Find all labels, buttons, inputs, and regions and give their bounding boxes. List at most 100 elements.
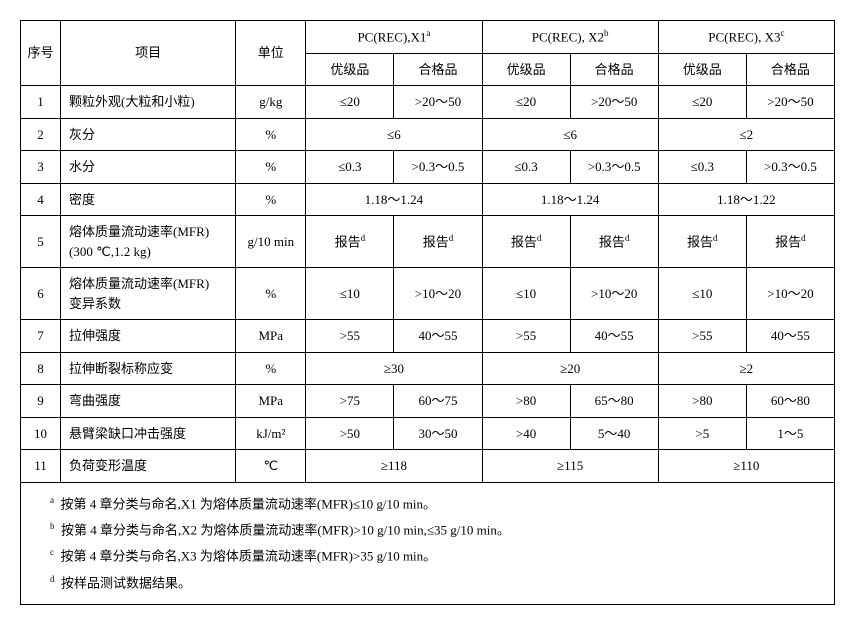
cell-unit: kJ/m² (236, 417, 306, 450)
cell-seq: 4 (21, 183, 61, 216)
table-row: 9 弯曲强度 MPa >75 60～75 >80 65～80 >80 60～80 (21, 385, 835, 418)
cell-value: 5～40 (570, 417, 658, 450)
cell-value: 30～50 (394, 417, 482, 450)
table-row: 7 拉伸强度 MPa >55 40～55 >55 40～55 >55 40～55 (21, 320, 835, 353)
cell-value: >55 (482, 320, 570, 353)
cell-seq: 1 (21, 86, 61, 119)
cell-value: ≤0.3 (658, 151, 746, 184)
cell-unit: MPa (236, 385, 306, 418)
cell-value: 报告d (482, 216, 570, 268)
cell-value: ≥30 (306, 352, 482, 385)
table-row: 11 负荷变形温度 ℃ ≥118 ≥115 ≥110 (21, 450, 835, 483)
cell-value: ≥118 (306, 450, 482, 483)
cell-value: 1.18～1.24 (482, 183, 658, 216)
cell-unit: ℃ (236, 450, 306, 483)
header-seq: 序号 (21, 21, 61, 86)
cell-value: >5 (658, 417, 746, 450)
cell-value: 报告d (570, 216, 658, 268)
cell-value: 40～55 (746, 320, 834, 353)
cell-unit: MPa (236, 320, 306, 353)
header-group-x3: PC(REC), X3c (658, 21, 834, 54)
header-x3-qual: 合格品 (746, 53, 834, 86)
table-row: 3 水分 % ≤0.3 >0.3～0.5 ≤0.3 >0.3～0.5 ≤0.3 … (21, 151, 835, 184)
cell-value: ≤10 (658, 268, 746, 320)
cell-value: >10～20 (570, 268, 658, 320)
cell-unit: % (236, 268, 306, 320)
cell-value: >55 (658, 320, 746, 353)
table-row: 8 拉伸断裂标称应变 % ≥30 ≥20 ≥2 (21, 352, 835, 385)
cell-value: 60～80 (746, 385, 834, 418)
cell-value: >55 (306, 320, 394, 353)
cell-item: 拉伸断裂标称应变 (61, 352, 236, 385)
spec-table-container: 序号 项目 单位 PC(REC),X1a PC(REC), X2b PC(REC… (20, 20, 835, 605)
cell-seq: 11 (21, 450, 61, 483)
header-row-1: 序号 项目 单位 PC(REC),X1a PC(REC), X2b PC(REC… (21, 21, 835, 54)
cell-item: 负荷变形温度 (61, 450, 236, 483)
cell-value: ≥115 (482, 450, 658, 483)
cell-value: >0.3～0.5 (394, 151, 482, 184)
cell-unit: g/kg (236, 86, 306, 119)
cell-unit: % (236, 151, 306, 184)
cell-value: ≤0.3 (306, 151, 394, 184)
cell-value: 报告d (306, 216, 394, 268)
cell-unit: % (236, 118, 306, 151)
cell-value: 60～75 (394, 385, 482, 418)
cell-value: ≤6 (482, 118, 658, 151)
cell-item: 熔体质量流动速率(MFR)变异系数 (61, 268, 236, 320)
cell-seq: 7 (21, 320, 61, 353)
cell-value: >20～50 (394, 86, 482, 119)
cell-value: 报告d (394, 216, 482, 268)
header-group-x1: PC(REC),X1a (306, 21, 482, 54)
footnote-a: 按第 4 章分类与命名,X1 为熔体质量流动速率(MFR)≤10 g/10 mi… (61, 496, 436, 511)
header-x2-qual: 合格品 (570, 53, 658, 86)
cell-value: >10～20 (394, 268, 482, 320)
cell-seq: 10 (21, 417, 61, 450)
header-group-x2: PC(REC), X2b (482, 21, 658, 54)
cell-value: 报告d (658, 216, 746, 268)
cell-value: 65～80 (570, 385, 658, 418)
cell-item: 悬臂梁缺口冲击强度 (61, 417, 236, 450)
header-x1-sup: 优级品 (306, 53, 394, 86)
footnote-b: 按第 4 章分类与命名,X2 为熔体质量流动速率(MFR)>10 g/10 mi… (61, 522, 510, 537)
cell-value: >0.3～0.5 (570, 151, 658, 184)
footnotes-cell: a 按第 4 章分类与命名,X1 为熔体质量流动速率(MFR)≤10 g/10 … (21, 482, 835, 604)
cell-value: ≥20 (482, 352, 658, 385)
cell-value: 1.18～1.22 (658, 183, 834, 216)
cell-seq: 6 (21, 268, 61, 320)
cell-seq: 3 (21, 151, 61, 184)
header-unit: 单位 (236, 21, 306, 86)
cell-value: 40～55 (570, 320, 658, 353)
cell-value: ≤20 (658, 86, 746, 119)
cell-value: >50 (306, 417, 394, 450)
cell-value: 40～55 (394, 320, 482, 353)
cell-item: 密度 (61, 183, 236, 216)
table-row: 10 悬臂梁缺口冲击强度 kJ/m² >50 30～50 >40 5～40 >5… (21, 417, 835, 450)
cell-item: 弯曲强度 (61, 385, 236, 418)
cell-unit: % (236, 183, 306, 216)
footnote-d: 按样品测试数据结果。 (61, 575, 191, 590)
cell-item: 颗粒外观(大粒和小粒) (61, 86, 236, 119)
cell-value: >80 (482, 385, 570, 418)
cell-value: ≤20 (482, 86, 570, 119)
cell-value: ≥2 (658, 352, 834, 385)
cell-value: 1～5 (746, 417, 834, 450)
cell-value: ≤2 (658, 118, 834, 151)
footnotes-row: a 按第 4 章分类与命名,X1 为熔体质量流动速率(MFR)≤10 g/10 … (21, 482, 835, 604)
header-x2-sup: 优级品 (482, 53, 570, 86)
table-row: 5 熔体质量流动速率(MFR)(300 ℃,1.2 kg) g/10 min 报… (21, 216, 835, 268)
cell-seq: 8 (21, 352, 61, 385)
cell-value: ≤10 (306, 268, 394, 320)
table-row: 2 灰分 % ≤6 ≤6 ≤2 (21, 118, 835, 151)
footnote-sup-d: d (50, 574, 55, 584)
cell-value: >80 (658, 385, 746, 418)
cell-value: >20～50 (570, 86, 658, 119)
header-item: 项目 (61, 21, 236, 86)
cell-item: 水分 (61, 151, 236, 184)
footnote-c: 按第 4 章分类与命名,X3 为熔体质量流动速率(MFR)>35 g/10 mi… (61, 549, 437, 564)
cell-item: 熔体质量流动速率(MFR)(300 ℃,1.2 kg) (61, 216, 236, 268)
cell-unit: % (236, 352, 306, 385)
cell-value: >40 (482, 417, 570, 450)
cell-value: >20～50 (746, 86, 834, 119)
cell-value: >75 (306, 385, 394, 418)
cell-item: 灰分 (61, 118, 236, 151)
